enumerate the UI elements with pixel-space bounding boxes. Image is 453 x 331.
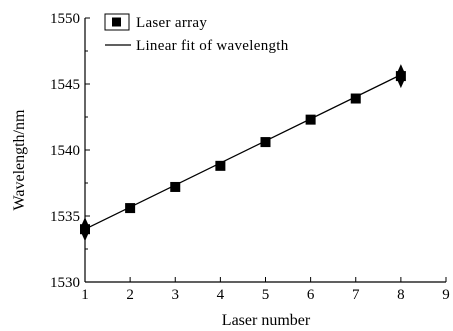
x-tick-label: 8: [397, 287, 405, 303]
laser-data-point: [395, 71, 406, 82]
x-tick-label: 9: [442, 287, 450, 303]
linear-fit-line: [84, 74, 402, 230]
data-points: [80, 64, 406, 242]
y-tick-label: 1530: [50, 275, 80, 291]
fit-line-group: [84, 74, 402, 230]
endpoint-up-triangle: [81, 217, 89, 227]
y-ticks: 1530 1535 1540 1545 1550: [50, 11, 90, 291]
legend-square-marker: [112, 17, 121, 27]
x-tick-label: 5: [262, 287, 270, 303]
x-tick-label: 7: [352, 287, 360, 303]
legend-label-linear-fit: Linear fit of wavelength: [136, 38, 289, 54]
x-tick-label: 1: [81, 287, 89, 303]
endpoint-down-triangle: [81, 232, 89, 242]
x-tick-label: 4: [217, 287, 225, 303]
x-tick-label: 2: [126, 287, 134, 303]
laser-data-point: [80, 224, 90, 235]
y-tick-label: 1550: [50, 11, 80, 27]
laser-data-point: [350, 93, 361, 104]
laser-data-point: [260, 137, 271, 148]
endpoint-up-triangle: [396, 64, 405, 74]
y-tick-label: 1545: [50, 77, 80, 93]
legend-label-laser-array: Laser array: [136, 15, 207, 31]
legend-marker-frame: [104, 13, 130, 31]
legend: Laser array Linear fit of wavelength: [104, 13, 289, 54]
y-tick-label: 1540: [50, 143, 80, 159]
x-axis-title: Laser number: [222, 312, 311, 329]
endpoint-down-triangle: [396, 79, 405, 89]
laser-data-point: [170, 181, 181, 192]
y-tick-label: 1535: [50, 209, 80, 225]
laser-data-point: [215, 160, 226, 171]
laser-data-point: [305, 114, 316, 125]
laser-data-point: [125, 203, 136, 214]
y-axis-title: Wavelength/nm: [11, 109, 28, 210]
x-ticks: 1 2 3 4 5 6 7 8 9: [81, 277, 450, 303]
plot-area: 1 2 3 4 5 6 7 8 9 1530 1535 1540 1545 1550: [50, 11, 450, 303]
x-tick-label: 3: [172, 287, 180, 303]
x-tick-label: 6: [307, 287, 315, 303]
